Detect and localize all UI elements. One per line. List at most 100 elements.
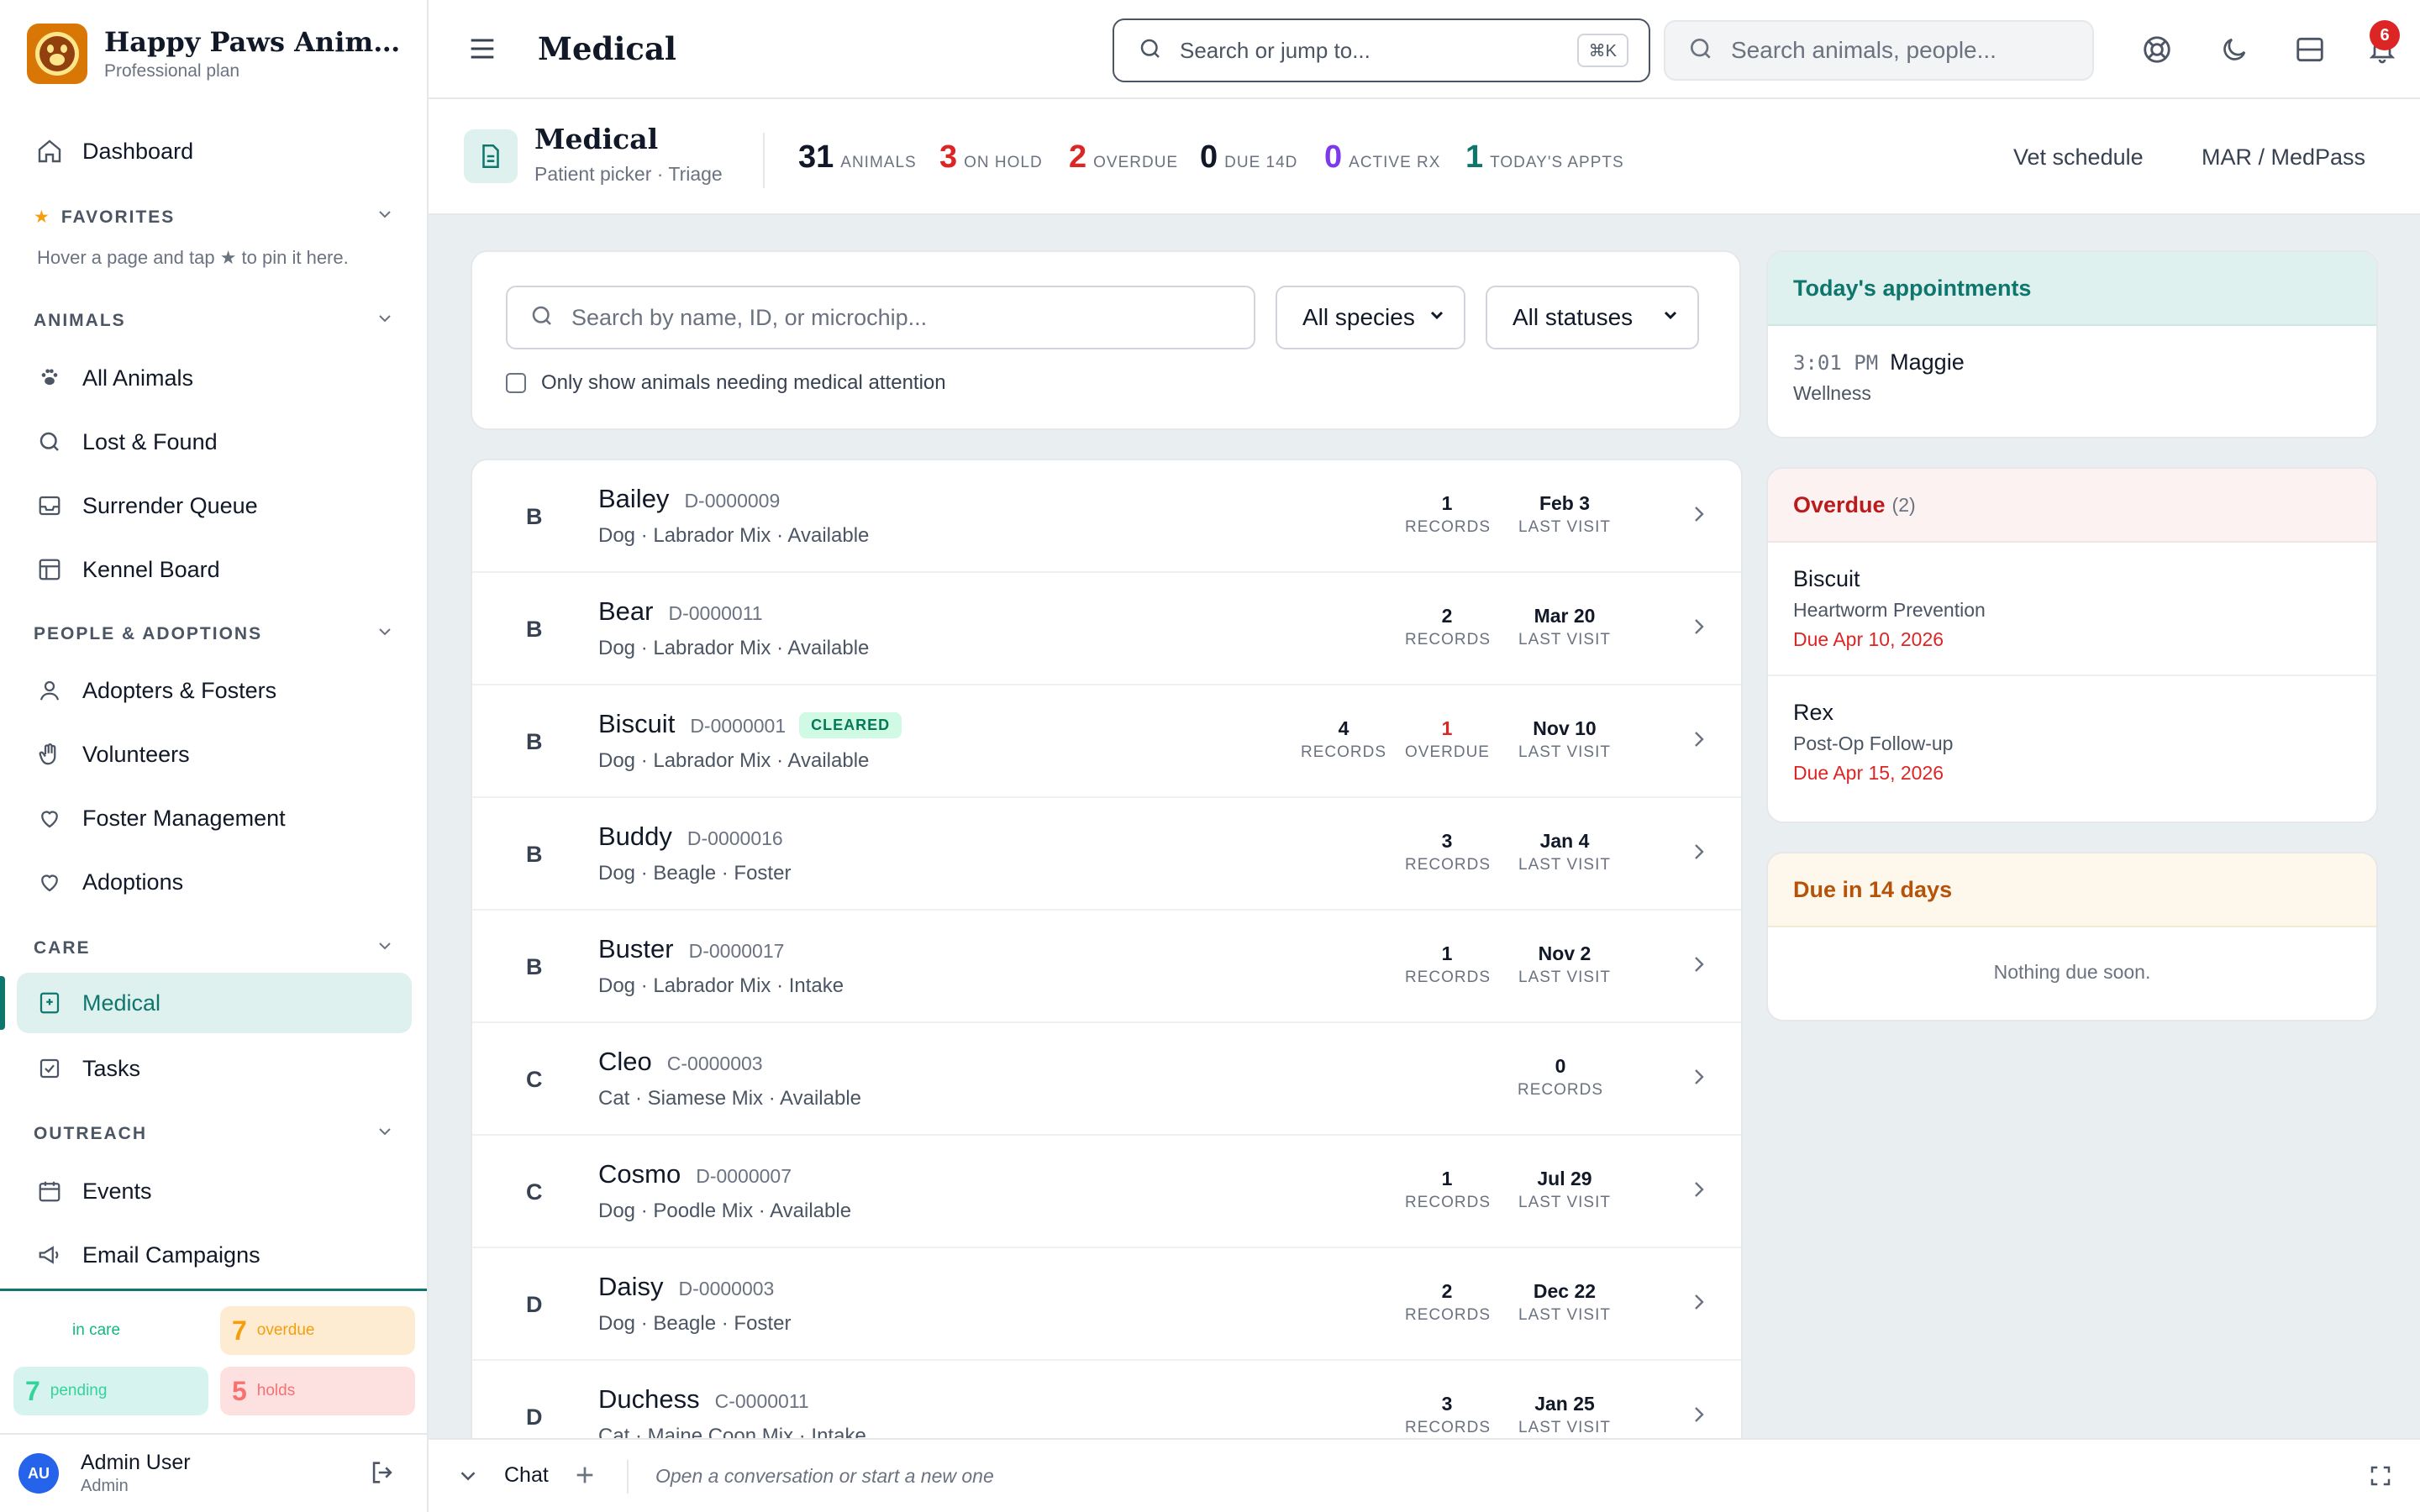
- sidebar-item-surrender-queue[interactable]: Surrender Queue: [17, 475, 412, 536]
- main-content: Search by name, ID, or microchip... All …: [429, 215, 2420, 1441]
- animal-row[interactable]: B Bear D-0000011 Dog · Labrador Mix · Ava…: [472, 573, 1741, 685]
- animal-row[interactable]: D Daisy D-0000003 Dog · Beagle · Foster 2…: [472, 1248, 1741, 1361]
- section-title: ANIMALS: [34, 311, 126, 330]
- stat-pending[interactable]: 7 pending: [13, 1367, 208, 1415]
- animal-row[interactable]: B Biscuit D-0000001 CLEARED Dog · Labrador…: [472, 685, 1741, 798]
- stat-value: Nov 10: [1533, 717, 1597, 739]
- animal-row[interactable]: B Bailey D-0000009 Dog · Labrador Mix · A…: [472, 460, 1741, 573]
- menu-icon[interactable]: [466, 32, 499, 66]
- animal-row[interactable]: B Buster D-0000017 Dog · Labrador Mix · I…: [472, 911, 1741, 1023]
- stat-holds[interactable]: 5 holds: [220, 1367, 415, 1415]
- stat-label: RECORDS: [1405, 1194, 1491, 1211]
- overdue-treatment: Post-Op Follow-up: [1793, 732, 1954, 754]
- sidebar-item-volunteers[interactable]: Volunteers: [17, 724, 412, 785]
- stat-label: holds: [256, 1382, 296, 1399]
- species-select[interactable]: All species: [1276, 286, 1465, 349]
- search-icon: [1687, 35, 1714, 66]
- outreach-section-header[interactable]: OUTREACH: [34, 1121, 395, 1147]
- sidebar-item-tasks[interactable]: Tasks: [17, 1038, 412, 1099]
- sidebar-item-email-campaigns[interactable]: Email Campaigns: [17, 1225, 412, 1285]
- plus-icon[interactable]: [571, 1462, 598, 1493]
- sidebar-item-lost-found[interactable]: Lost & Found: [17, 412, 412, 472]
- favorites-hint: Hover a page and tap ★ to pin it here.: [37, 247, 349, 268]
- animal-row[interactable]: C Cleo C-0000003 Cat · Siamese Mix · Avai…: [472, 1023, 1741, 1136]
- metric-value: 0: [1200, 139, 1218, 175]
- animals-section-header[interactable]: ANIMALS: [34, 308, 395, 333]
- sidebar-item-medical[interactable]: Medical: [17, 973, 412, 1033]
- stat-label: LAST VISIT: [1518, 969, 1611, 986]
- stat-value: Jan 4: [1539, 830, 1590, 852]
- animal-row[interactable]: D Duchess C-0000011 Cat · Maine Coon Mix …: [472, 1361, 1741, 1440]
- sidebar-item-kennel-board[interactable]: Kennel Board: [17, 539, 412, 600]
- patient-search-input[interactable]: Search by name, ID, or microchip...: [506, 286, 1255, 349]
- chat-label[interactable]: Chat: [504, 1463, 549, 1487]
- card-count: (2): [1891, 493, 1916, 516]
- animal-search-input[interactable]: Search animals, people...: [1664, 20, 2094, 81]
- logout-icon[interactable]: [368, 1458, 397, 1491]
- help-lifebuoy-icon[interactable]: [2139, 32, 2175, 67]
- row-letter: B: [526, 617, 543, 642]
- select-value: All statuses: [1512, 304, 1634, 330]
- stat-in-care[interactable]: in care: [13, 1306, 208, 1355]
- attention-checkbox[interactable]: [506, 373, 526, 393]
- sidebar-item-foster-management[interactable]: Foster Management: [17, 788, 412, 848]
- stat-label: overdue: [256, 1321, 315, 1339]
- overdue-item[interactable]: Rex Post-Op Follow-up Due Apr 15, 2026: [1768, 676, 2376, 808]
- stat-label: RECORDS: [1405, 518, 1491, 536]
- search-placeholder: Search by name, ID, or microchip...: [571, 304, 928, 330]
- stat-value: 2: [1441, 605, 1453, 627]
- chevron-down-icon[interactable]: [455, 1463, 481, 1493]
- sidebar-item-adopters[interactable]: Adopters & Fosters: [17, 660, 412, 721]
- stat-label: RECORDS: [1405, 969, 1491, 986]
- layout-icon[interactable]: [2292, 32, 2328, 67]
- sidebar-item-events[interactable]: Events: [17, 1161, 412, 1221]
- status-select[interactable]: All statuses: [1486, 286, 1699, 349]
- mar-medpass-link[interactable]: MAR / MedPass: [2202, 144, 2366, 170]
- stat-label: LAST VISIT: [1518, 631, 1611, 648]
- brand[interactable]: Happy Paws Animal ... Professional plan: [27, 24, 415, 84]
- favorites-section-header[interactable]: ★ FAVORITES: [34, 204, 395, 229]
- stat-value: Feb 3: [1539, 492, 1591, 514]
- stat-label: pending: [50, 1382, 108, 1399]
- attention-filter[interactable]: Only show animals needing medical attent…: [506, 371, 946, 395]
- animal-id: D-0000007: [696, 1165, 792, 1187]
- people-section-header[interactable]: PEOPLE & ADOPTIONS: [34, 622, 395, 647]
- records-stat: 1 RECORDS: [1405, 492, 1491, 537]
- animal-row[interactable]: C Cosmo D-0000007 Dog · Poodle Mix · Avai…: [472, 1136, 1741, 1248]
- animal-id: D-0000017: [688, 940, 785, 962]
- section-title: CARE: [34, 938, 91, 958]
- metric-active-rx: 0 ACTIVE RX: [1324, 139, 1440, 176]
- stat-value: 7: [232, 1315, 247, 1346]
- sidebar-item-all-animals[interactable]: All Animals: [17, 348, 412, 408]
- moon-icon[interactable]: [2217, 32, 2252, 67]
- sidebar-item-adoptions[interactable]: Adoptions: [17, 852, 412, 912]
- care-section-header[interactable]: CARE: [34, 936, 395, 961]
- animal-details: Cat · Siamese Mix · Available: [598, 1087, 862, 1110]
- user-profile[interactable]: AU Admin User Admin: [0, 1433, 427, 1512]
- animal-details: Dog · Labrador Mix · Available: [598, 749, 870, 772]
- expand-icon[interactable]: [2368, 1463, 2393, 1493]
- page-header: Medical Patient picker · Triage 31 ANIMAL…: [429, 99, 2420, 215]
- overdue-stat: 1 OVERDUE: [1405, 717, 1489, 762]
- records-stat: 0 RECORDS: [1514, 1055, 1607, 1100]
- section-title: PEOPLE & ADOPTIONS: [34, 624, 263, 643]
- appointment-item[interactable]: 3:01 PM Maggie Wellness: [1768, 326, 2376, 428]
- records-stat: 1 RECORDS: [1405, 1168, 1491, 1212]
- vet-schedule-link[interactable]: Vet schedule: [2013, 144, 2144, 170]
- jump-search-input[interactable]: Search or jump to... ⌘K: [1113, 18, 1650, 82]
- sidebar-item-dashboard[interactable]: Dashboard: [17, 121, 412, 181]
- user-icon: [35, 676, 64, 705]
- animal-id: C-0000003: [666, 1053, 763, 1074]
- metric-value: 31: [798, 139, 834, 175]
- card-title: Overdue (2): [1768, 469, 2376, 543]
- chat-input[interactable]: Open a conversation or start a new one: [655, 1465, 994, 1487]
- stat-overdue[interactable]: 7 overdue: [220, 1306, 415, 1355]
- overdue-item[interactable]: Biscuit Heartworm Prevention Due Apr 10,…: [1768, 543, 2376, 676]
- stat-label: LAST VISIT: [1518, 1194, 1611, 1211]
- stat-label: RECORDS: [1405, 1419, 1491, 1436]
- animal-list: B Bailey D-0000009 Dog · Labrador Mix · A…: [471, 459, 1743, 1441]
- stat-label: OVERDUE: [1405, 743, 1490, 761]
- animal-row[interactable]: B Buddy D-0000016 Dog · Beagle · Foster 3…: [472, 798, 1741, 911]
- stat-label: LAST VISIT: [1518, 743, 1611, 761]
- checkbox-label: Only show animals needing medical attent…: [541, 371, 946, 394]
